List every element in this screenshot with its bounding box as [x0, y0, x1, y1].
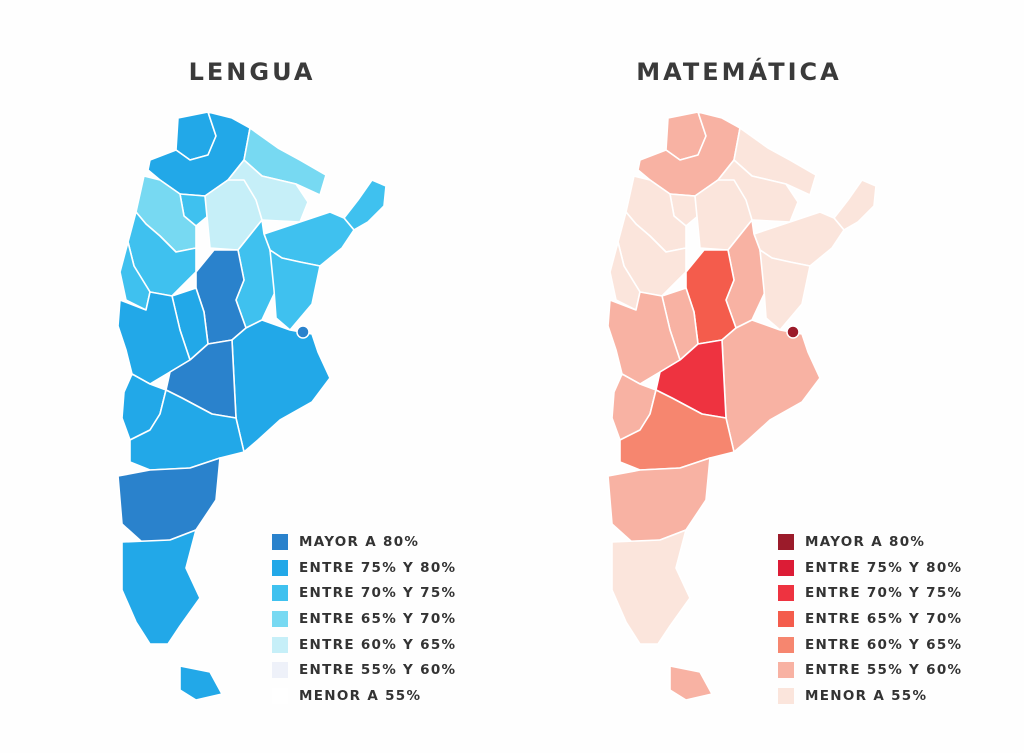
legend-swatch — [272, 636, 288, 653]
legend-swatch — [778, 559, 794, 576]
legend-swatch — [272, 559, 288, 576]
legend-swatch — [272, 610, 288, 627]
map-title-lengua: LENGUA — [188, 58, 316, 86]
province-santa-cruz — [121, 529, 201, 645]
province-entre-rios — [269, 249, 321, 331]
legend-label: ENTRE 55% Y 60% — [299, 662, 457, 679]
legend-item: ENTRE 70% Y 75% — [272, 580, 456, 606]
legend-item: ENTRE 55% Y 60% — [272, 657, 456, 683]
legend-item: MAYOR A 80% — [272, 529, 456, 555]
province-misiones — [343, 179, 387, 231]
province-buenos-aires — [721, 319, 821, 453]
legend-label: ENTRE 75% Y 80% — [299, 559, 457, 576]
map-title-matematica: MATEMÁTICA — [636, 58, 842, 86]
legend-label: MAYOR A 80% — [805, 533, 926, 550]
legend-label: ENTRE 65% Y 70% — [299, 610, 457, 627]
legend-swatch — [778, 610, 794, 627]
legend-label: ENTRE 70% Y 75% — [299, 585, 457, 602]
province-caba — [786, 325, 800, 339]
province-santa-cruz — [611, 529, 691, 645]
legend-item: ENTRE 65% Y 70% — [272, 606, 456, 632]
legend-label: MENOR A 55% — [299, 687, 422, 704]
legend-swatch — [778, 533, 794, 550]
legend-label: MENOR A 55% — [805, 687, 928, 704]
legend-label: ENTRE 60% Y 65% — [805, 636, 963, 653]
province-santiago-del-estero — [694, 179, 753, 251]
legend-swatch — [272, 533, 288, 550]
legend-swatch — [778, 662, 794, 679]
legend-swatch — [272, 687, 288, 704]
legend-item: ENTRE 75% Y 80% — [272, 555, 456, 581]
legend-item: ENTRE 55% Y 60% — [778, 657, 962, 683]
legend-item: MAYOR A 80% — [778, 529, 962, 555]
legend-matematica: MAYOR A 80% ENTRE 75% Y 80% ENTRE 70% Y … — [778, 529, 962, 709]
province-santiago-del-estero — [204, 179, 263, 251]
legend-label: ENTRE 60% Y 65% — [299, 636, 457, 653]
legend-lengua: MAYOR A 80% ENTRE 75% Y 80% ENTRE 70% Y … — [272, 529, 456, 709]
legend-item: ENTRE 60% Y 65% — [778, 632, 962, 658]
province-tierra-del-fuego — [669, 665, 713, 701]
legend-swatch — [272, 662, 288, 679]
legend-item: MENOR A 55% — [778, 683, 962, 709]
legend-label: ENTRE 70% Y 75% — [805, 585, 963, 602]
province-caba — [296, 325, 310, 339]
province-tierra-del-fuego — [179, 665, 223, 701]
province-chubut — [607, 457, 711, 543]
province-misiones — [833, 179, 877, 231]
legend-label: ENTRE 75% Y 80% — [805, 559, 963, 576]
legend-swatch — [272, 585, 288, 602]
province-chubut — [117, 457, 221, 543]
legend-label: MAYOR A 80% — [299, 533, 420, 550]
legend-swatch — [778, 687, 794, 704]
legend-item: ENTRE 75% Y 80% — [778, 555, 962, 581]
legend-item: ENTRE 70% Y 75% — [778, 580, 962, 606]
legend-label: ENTRE 65% Y 70% — [805, 610, 963, 627]
legend-swatch — [778, 585, 794, 602]
legend-item: ENTRE 65% Y 70% — [778, 606, 962, 632]
legend-swatch — [778, 636, 794, 653]
legend-label: ENTRE 55% Y 60% — [805, 662, 963, 679]
legend-item: MENOR A 55% — [272, 683, 456, 709]
legend-item: ENTRE 60% Y 65% — [272, 632, 456, 658]
province-entre-rios — [759, 249, 811, 331]
